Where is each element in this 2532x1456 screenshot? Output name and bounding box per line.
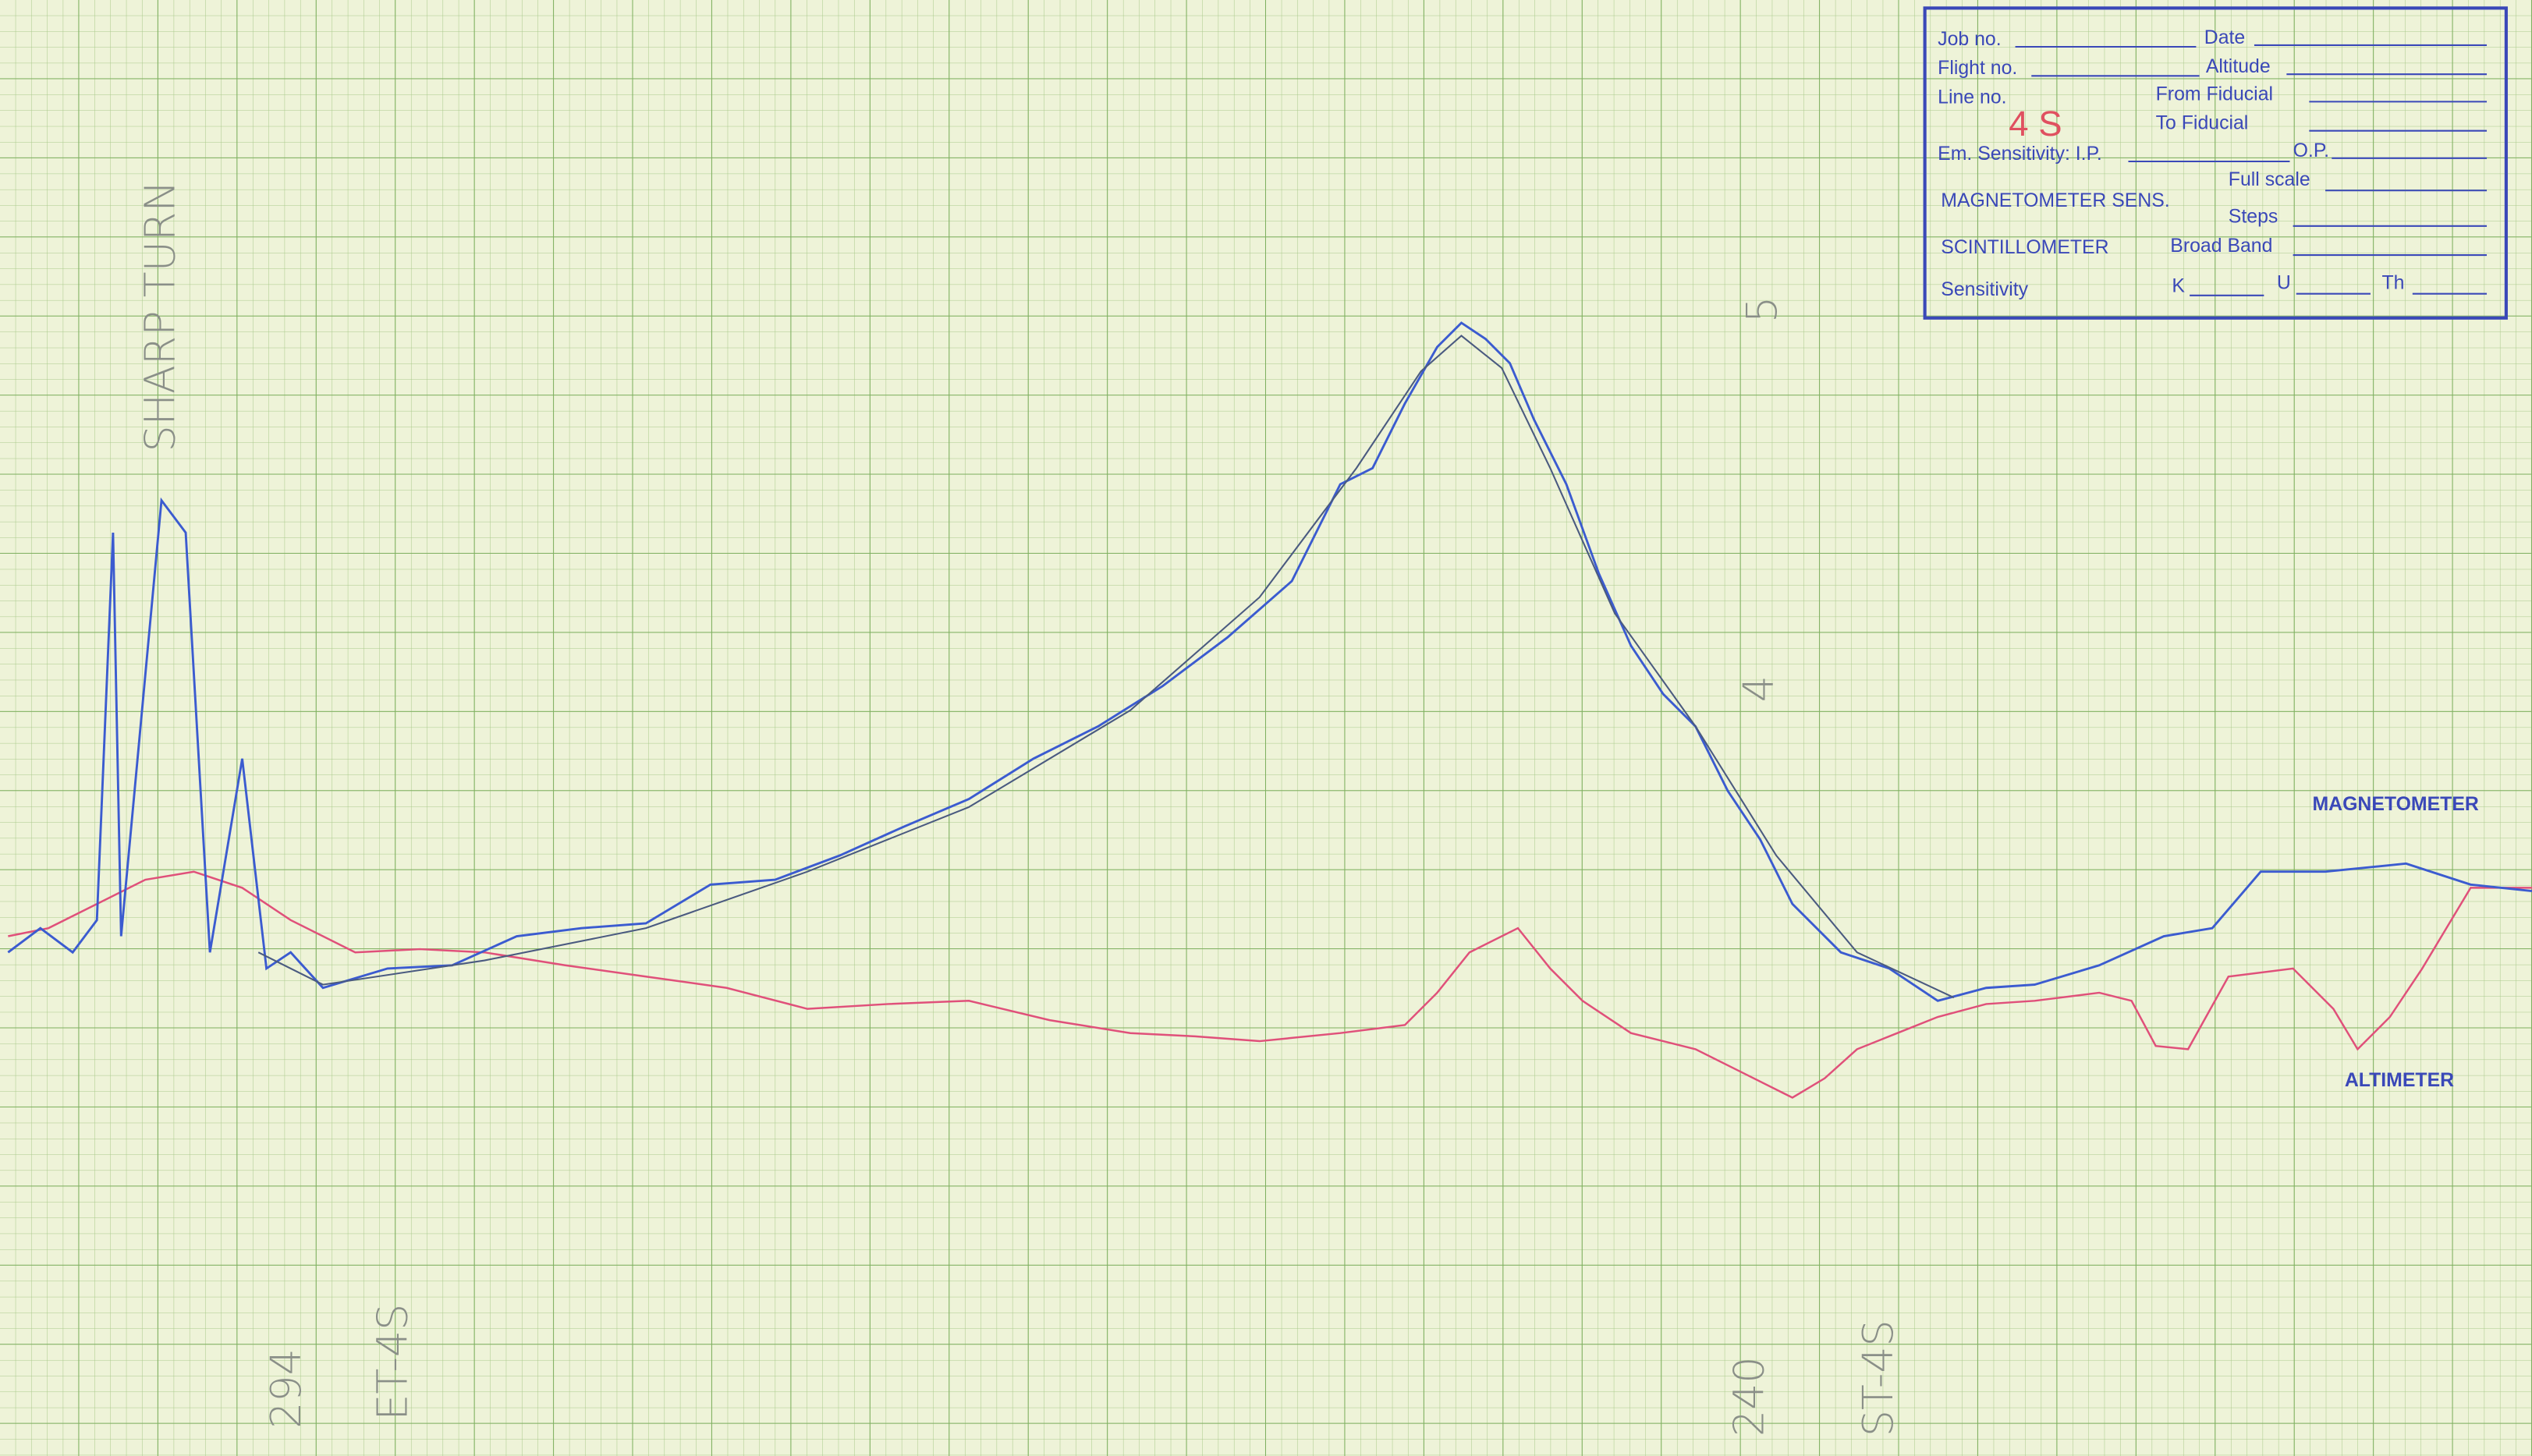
stamp-field: Em. Sensitivity: I.P. — [1938, 143, 2102, 165]
major-grid — [0, 0, 2532, 1456]
page: MAGNETOMETER ALTIMETER Job no. Date Flig… — [0, 0, 2532, 1456]
altimeter-label: ALTIMETER — [2345, 1070, 2454, 1091]
stamp-field: Date — [2204, 27, 2245, 48]
stamp-field: K — [2172, 276, 2185, 297]
stamp-field: U — [2277, 273, 2291, 294]
annotation: 240 — [1725, 1356, 1774, 1437]
stamp-field: To Fiducial — [2156, 113, 2249, 134]
stamp-field: Line no. — [1938, 87, 2006, 108]
annotation: 294 — [261, 1348, 310, 1429]
stamp-field: Th — [2381, 273, 2404, 294]
stamp-field: SCINTILLOMETER — [1941, 237, 2108, 258]
line-number: 4 S — [2009, 104, 2062, 143]
stamp-field: From Fiducial — [2156, 83, 2273, 105]
stamp-field: Full scale — [2229, 169, 2310, 190]
magnetometer-label: MAGNETOMETER — [2312, 794, 2478, 815]
stamp-field: Altitude — [2206, 56, 2271, 77]
stamp-field: Flight no. — [1938, 58, 2017, 79]
annotation: 4 — [1734, 675, 1783, 702]
stamp-field: Steps — [2229, 207, 2278, 228]
annotation: SHARP TURN — [136, 180, 185, 452]
stamp-field: Sensitivity — [1941, 279, 2028, 300]
stamp-field: Broad Band — [2170, 236, 2272, 257]
stamp-field: Job no. — [1938, 29, 2001, 50]
stamp-field: MAGNETOMETER SENS. — [1941, 190, 2169, 211]
annotation: ET-4S — [368, 1304, 417, 1421]
stamp-field: O.P. — [2293, 140, 2329, 161]
annotation: 5 — [1737, 296, 1786, 323]
chart-paper: MAGNETOMETER ALTIMETER Job no. Date Flig… — [0, 0, 2532, 1456]
annotation: ST-4S — [1853, 1320, 1903, 1437]
